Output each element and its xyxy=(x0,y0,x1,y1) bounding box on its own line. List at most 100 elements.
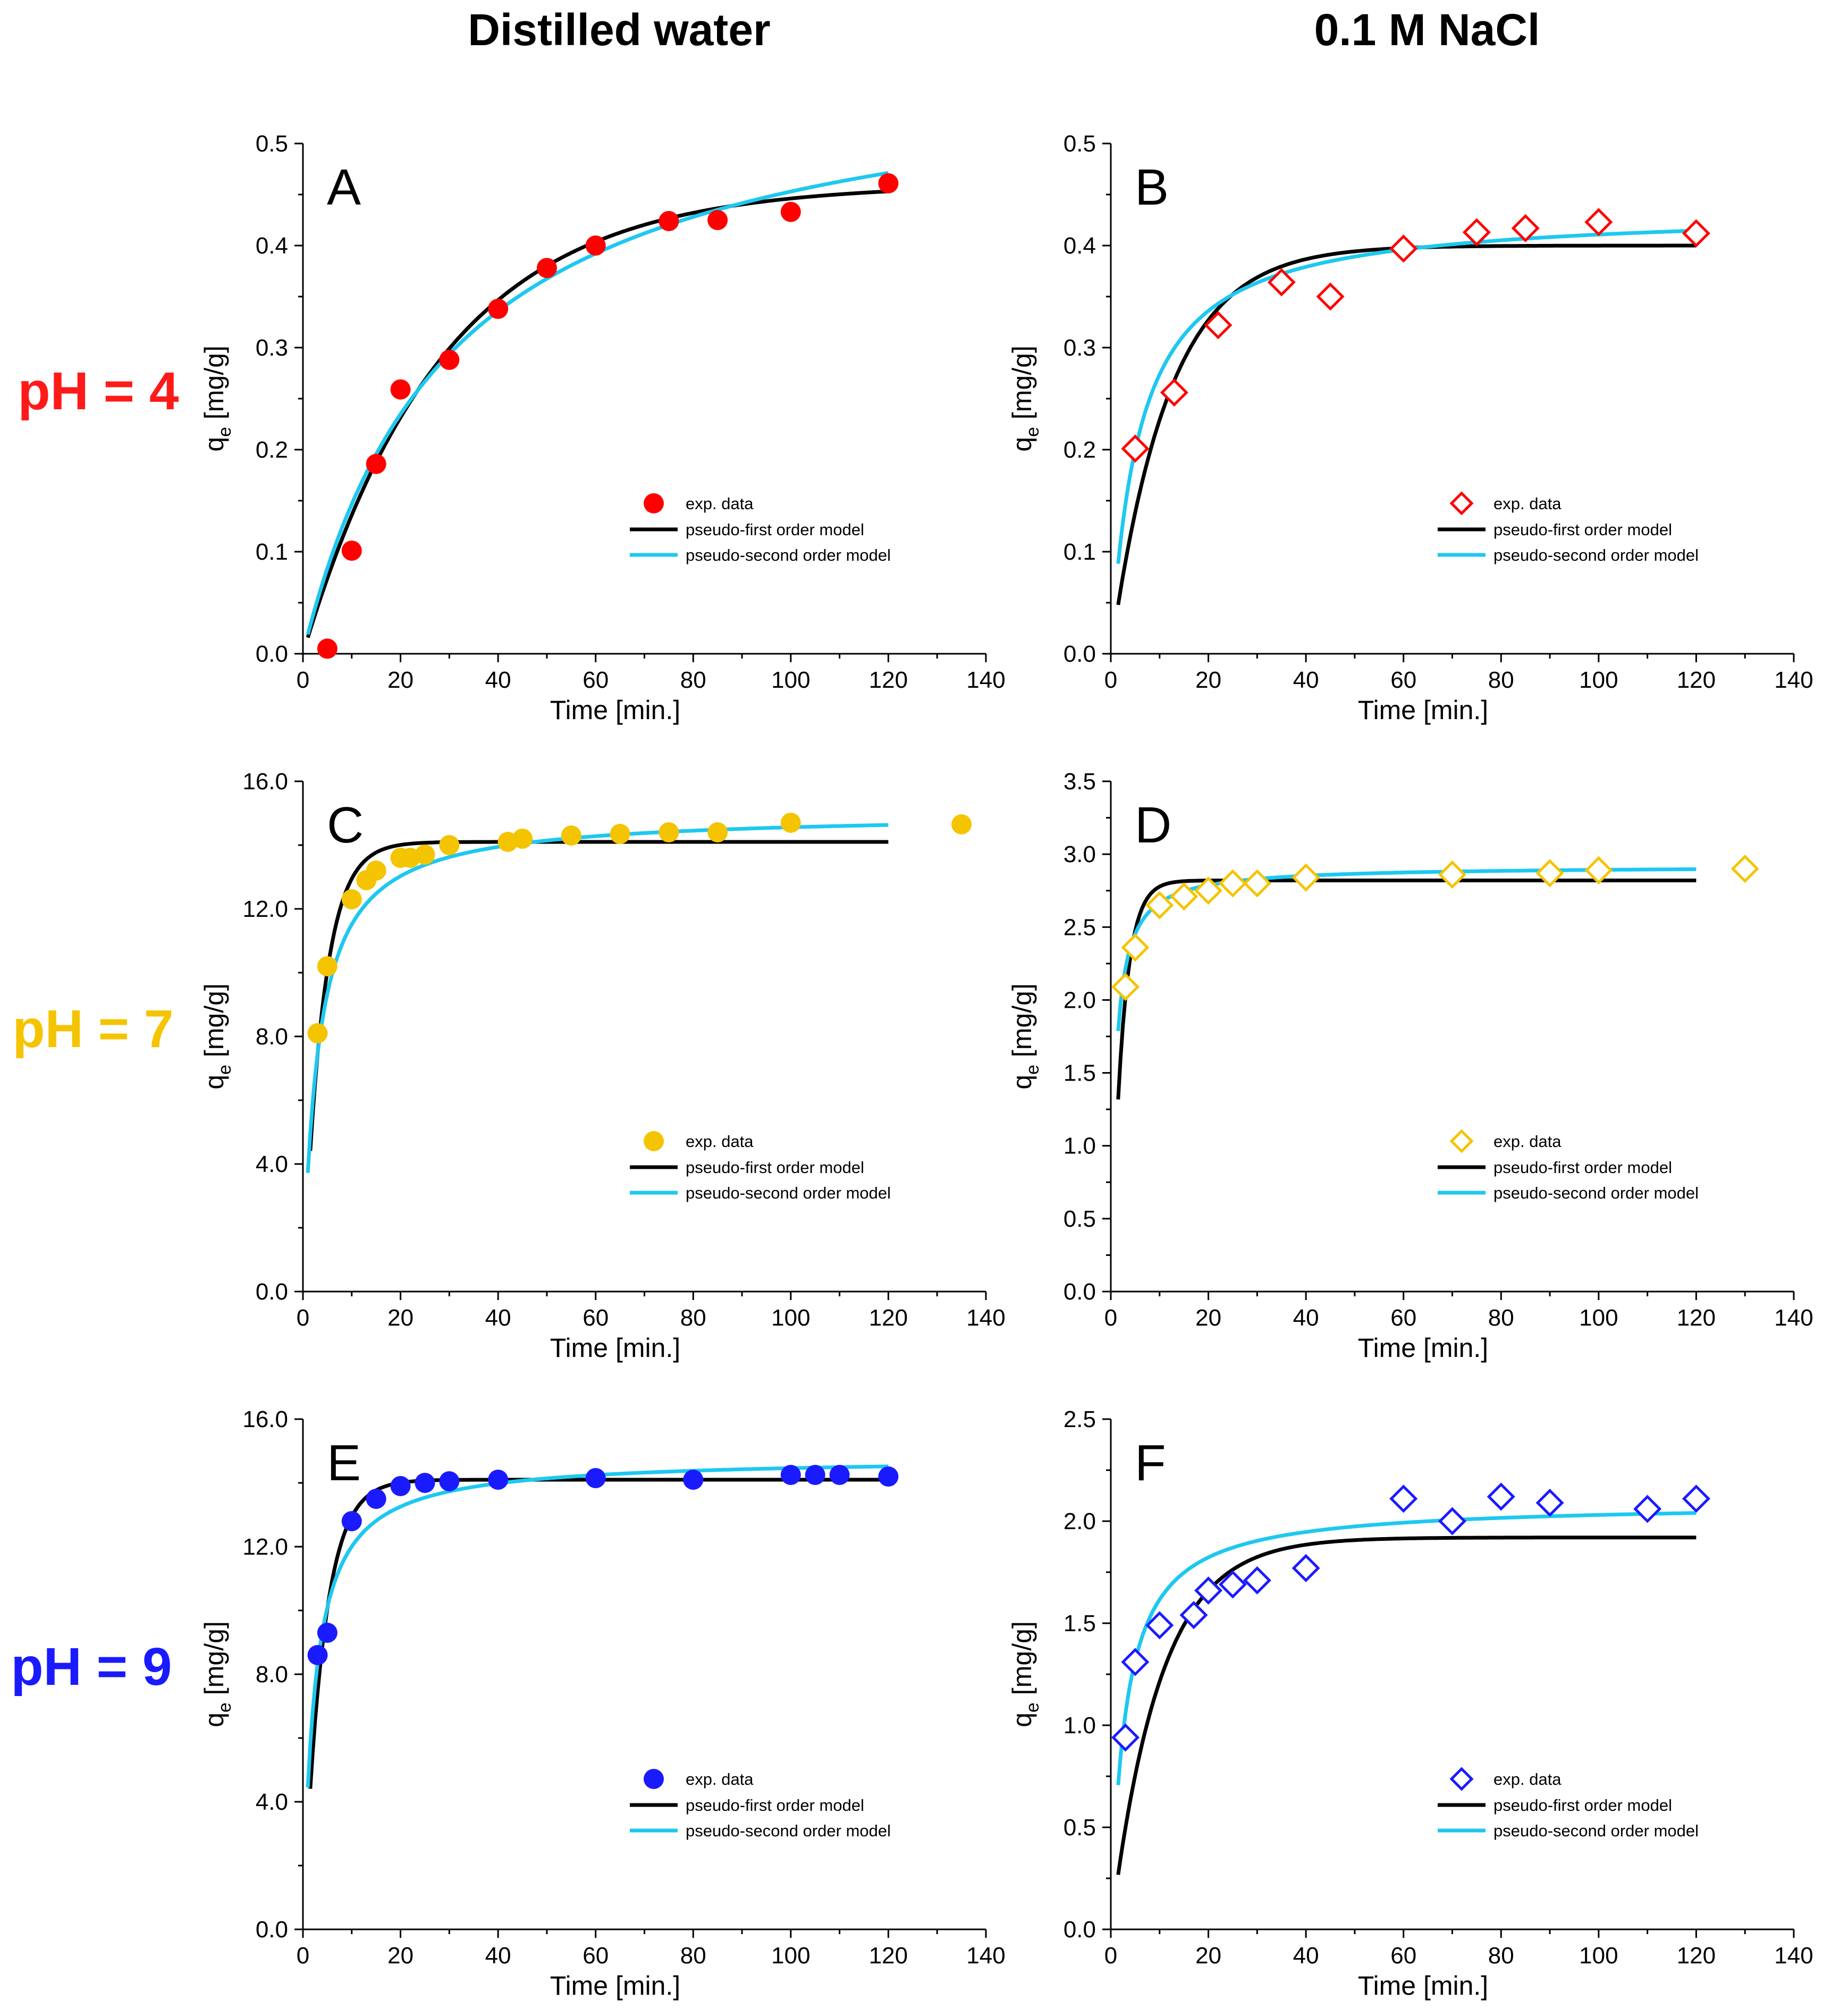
data-point xyxy=(585,235,606,256)
x-axis-title: Time [min.] xyxy=(1358,1333,1488,1363)
x-tick-label: 0 xyxy=(1104,667,1117,693)
x-tick-label: 100 xyxy=(771,1943,810,1969)
x-tick-label: 80 xyxy=(680,667,706,693)
data-point xyxy=(1487,1482,1515,1511)
data-point xyxy=(1292,1554,1320,1582)
x-tick-label: 140 xyxy=(1774,1943,1813,1969)
legend-label-pso: pseudo-second order model xyxy=(686,1184,891,1202)
y-tick-label: 8.0 xyxy=(256,1024,288,1050)
legend-label-pso: pseudo-second order model xyxy=(1493,1184,1699,1202)
data-point xyxy=(1121,933,1150,962)
y-axis-title: qe [mg/g] xyxy=(199,1621,235,1727)
legend-label-pso: pseudo-second order model xyxy=(686,1821,891,1840)
data-point xyxy=(1389,234,1418,263)
data-point xyxy=(1511,214,1540,242)
data-point xyxy=(1535,1488,1564,1517)
panel-f: 0 20 40 60 80 100 120 140 0.0 0.5 1.0 1.5 2.0 2.5 Time… xyxy=(1007,1406,1813,2001)
x-tick-label: 80 xyxy=(1488,1943,1514,1969)
data-point xyxy=(805,1465,825,1485)
legend-marker-exp xyxy=(1449,491,1474,516)
x-tick-label: 20 xyxy=(1195,667,1221,693)
y-tick-label: 0.3 xyxy=(256,335,288,361)
data-point xyxy=(1731,855,1759,883)
legend-label-pfo: pseudo-first order model xyxy=(1493,1158,1672,1177)
legend: exp. data pseudo-first order model pseudo-… xyxy=(630,493,891,564)
y-tick-label: 4.0 xyxy=(256,1789,288,1815)
data-point xyxy=(1111,1723,1140,1752)
x-tick-label: 80 xyxy=(1488,667,1514,693)
legend-label-exp: exp. data xyxy=(1493,494,1562,513)
x-tick-label: 20 xyxy=(387,1305,413,1331)
data-point xyxy=(1292,863,1320,892)
x-tick-label: 120 xyxy=(1677,1943,1716,1969)
y-tick-label: 8.0 xyxy=(256,1661,288,1688)
data-point xyxy=(1111,973,1140,1001)
data-point xyxy=(707,822,728,842)
y-axis-title: qe [mg/g] xyxy=(1007,345,1043,452)
pseudo-second-order-curve xyxy=(1116,229,1697,564)
x-tick-label: 40 xyxy=(1293,1305,1319,1331)
x-tick-label: 140 xyxy=(966,667,1005,693)
y-tick-label: 2.5 xyxy=(1064,914,1096,940)
legend-marker-exp xyxy=(644,1131,664,1151)
y-tick-label: 0.0 xyxy=(256,641,288,667)
data-point xyxy=(780,201,801,222)
y-tick-label: 12.0 xyxy=(242,1534,288,1560)
data-point xyxy=(878,1466,899,1487)
x-tick-label: 80 xyxy=(680,1305,706,1331)
legend-label-pso: pseudo-second order model xyxy=(686,546,891,564)
x-tick-label: 100 xyxy=(771,667,810,693)
data-point xyxy=(1243,1566,1271,1595)
y-tick-label: 1.5 xyxy=(1064,1610,1096,1637)
data-point xyxy=(659,822,679,842)
y-tick-label: 1.0 xyxy=(1064,1133,1096,1159)
x-tick-label: 140 xyxy=(1774,667,1813,693)
data-point xyxy=(366,1489,386,1509)
legend-label-pfo: pseudo-first order model xyxy=(686,1158,864,1177)
x-tick-label: 100 xyxy=(1579,667,1618,693)
column-title-distilled-water: Distilled water xyxy=(468,5,771,55)
y-axis-title: qe [mg/g] xyxy=(1007,1621,1043,1727)
legend-label-exp: exp. data xyxy=(1493,1132,1562,1151)
x-tick-label: 0 xyxy=(297,1305,309,1331)
y-tick-label: 0.4 xyxy=(256,233,288,259)
data-point xyxy=(488,299,509,319)
data-point xyxy=(780,813,801,833)
legend-label-pfo: pseudo-first order model xyxy=(686,520,864,539)
data-point xyxy=(1243,869,1271,898)
data-point xyxy=(307,1645,328,1665)
y-tick-label: 0.2 xyxy=(1064,437,1096,463)
legend-label-pso: pseudo-second order model xyxy=(1493,546,1699,564)
x-tick-label: 60 xyxy=(583,1305,609,1331)
data-point xyxy=(1170,882,1199,911)
x-tick-label: 20 xyxy=(387,667,413,693)
data-point xyxy=(561,825,581,846)
data-point xyxy=(366,453,386,474)
data-point xyxy=(415,1473,435,1493)
y-tick-label: 12.0 xyxy=(242,896,288,922)
data-point xyxy=(1438,861,1467,889)
legend-marker-exp xyxy=(644,493,664,513)
panel-letter: F xyxy=(1135,1435,1166,1491)
x-tick-label: 60 xyxy=(583,667,609,693)
legend: exp. data pseudo-first order model pseudo-… xyxy=(630,1131,891,1202)
row-label-ph9: pH = 9 xyxy=(11,1637,172,1697)
data-point xyxy=(1121,1648,1150,1676)
x-tick-label: 40 xyxy=(485,1305,511,1331)
y-tick-label: 0.5 xyxy=(1064,131,1096,157)
data-point xyxy=(317,956,337,976)
data-point xyxy=(439,350,460,370)
data-point xyxy=(1682,219,1710,248)
data-point xyxy=(1145,1611,1174,1640)
data-point xyxy=(1316,282,1345,311)
data-point xyxy=(610,824,630,844)
panel-a: 0 20 40 60 80 100 120 140 0.0 0.1 0.2 0.3 0.4 0.5 Time… xyxy=(199,131,1006,725)
data-point xyxy=(317,638,337,659)
y-axis-title: qe [mg/g] xyxy=(199,345,235,452)
panel-letter: D xyxy=(1135,797,1171,854)
pseudo-first-order-curve xyxy=(308,840,889,1151)
data-point xyxy=(341,889,362,909)
y-tick-label: 0.0 xyxy=(1064,1279,1096,1305)
data-point xyxy=(439,1471,460,1491)
column-title-nacl: 0.1 M NaCl xyxy=(1314,5,1540,55)
